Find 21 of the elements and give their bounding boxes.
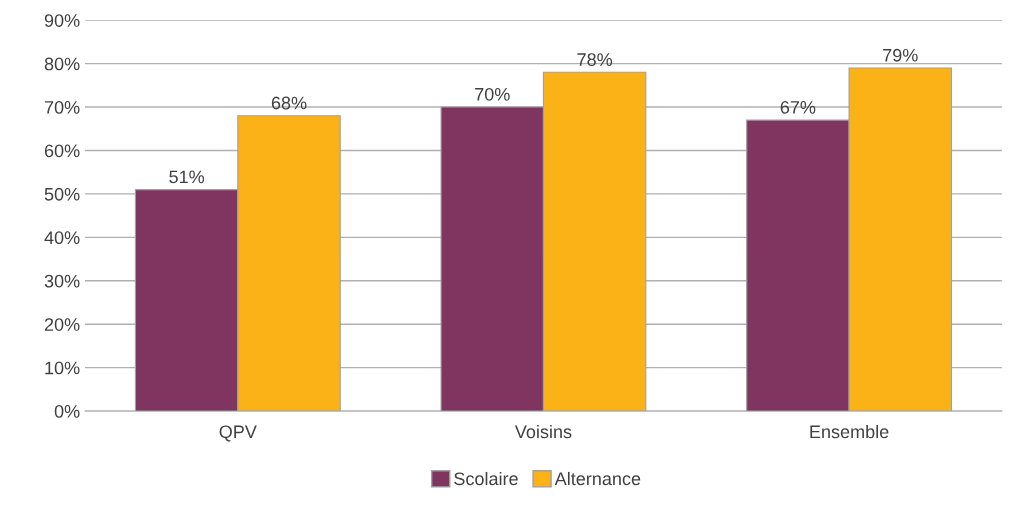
legend-label: Scolaire	[454, 471, 518, 486]
y-tick-label: 10%	[45, 361, 80, 375]
y-tick-label: 0%	[54, 405, 80, 418]
data-label: 51%	[169, 170, 205, 184]
y-tick-label: 70%	[44, 100, 80, 114]
y-tick-label: 50%	[44, 187, 80, 201]
y-tick-label: 60%	[44, 144, 80, 158]
y-tick-label: 30%	[44, 274, 80, 288]
legend-label: Alternance	[554, 471, 641, 486]
data-label: 68%	[271, 96, 307, 110]
y-tick-label: 40%	[44, 231, 80, 245]
data-label: 70%	[475, 87, 510, 101]
x-tick-label: QPV	[219, 425, 257, 442]
y-tick-label: 80%	[44, 57, 80, 71]
y-tick-label: 20%	[44, 318, 80, 331]
data-label: 79%	[883, 48, 918, 62]
x-tick-label: Voisins	[514, 424, 572, 439]
y-tick-label: 90%	[44, 14, 80, 27]
data-label: 67%	[780, 100, 816, 114]
data-label: 78%	[577, 53, 613, 66]
x-tick-label: Ensemble	[810, 424, 889, 439]
